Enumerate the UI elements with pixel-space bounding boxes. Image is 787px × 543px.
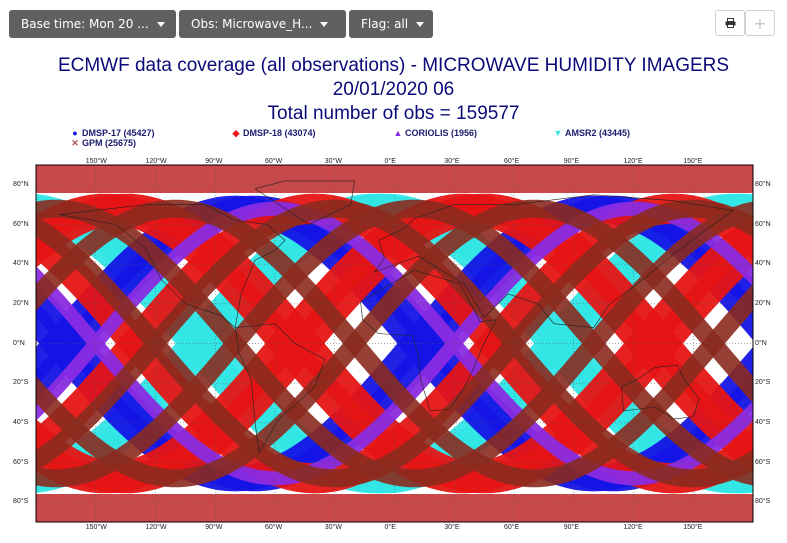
longitude-tick-label: 120°E <box>623 158 643 165</box>
base-time-label: Base time: Mon 20 ... <box>21 17 149 31</box>
chart-date: 20/01/2020 06 <box>332 79 455 100</box>
latitude-tick-label: 80°N <box>755 180 771 188</box>
latitude-tick-label: 20°N <box>13 299 29 307</box>
latitude-tick-label: 40°N <box>13 260 29 268</box>
legend-item-dmsp18: ◆ DMSP-18 (43074) <box>231 128 316 139</box>
longitude-tick-label: 90°W <box>205 158 223 165</box>
longitude-tick-label: 30°W <box>324 524 342 531</box>
chevron-down-icon <box>156 21 165 27</box>
diamond-marker-icon: ◆ <box>232 128 240 138</box>
latitude-tick-label: 60°N <box>13 220 29 228</box>
latitude-tick-label: 80°N <box>13 180 29 188</box>
circle-marker-icon: ● <box>72 128 78 138</box>
coastline <box>373 194 734 328</box>
coastline <box>360 269 497 412</box>
longitude-tick-label: 150°W <box>85 158 107 165</box>
longitude-tick-label: 90°E <box>563 524 580 531</box>
coastline <box>234 323 326 454</box>
longitude-tick-label: 120°W <box>145 158 167 165</box>
coastline <box>621 364 700 420</box>
latitude-tick-label: 20°N <box>755 299 771 307</box>
latitude-tick-label: 40°S <box>755 418 771 426</box>
latitude-tick-label: 20°S <box>755 379 771 387</box>
chart-total-obs: Total number of obs = 159577 <box>267 103 520 124</box>
longitude-tick-label: 150°E <box>683 158 703 165</box>
printer-icon <box>725 18 735 28</box>
legend-label: DMSP-18 (43074) <box>243 128 316 138</box>
longitude-tick-label: 30°E <box>444 524 460 531</box>
longitude-tick-label: 120°W <box>145 524 167 531</box>
legend-item-coriolis: ▲ CORIOLIS (1956) <box>393 128 478 138</box>
latitude-tick-label: 60°S <box>755 458 771 466</box>
longitude-tick-label: 150°E <box>683 524 703 531</box>
legend-item-dmsp17: ● DMSP-17 (45427) <box>70 128 155 138</box>
flag-dropdown[interactable]: Flag: all <box>349 10 433 38</box>
triangle-marker-icon: ▲ <box>393 128 403 138</box>
longitude-tick-label: 30°W <box>324 158 342 165</box>
coastline <box>254 180 356 225</box>
longitude-tick-label: 0°E <box>384 158 396 165</box>
latitude-tick-label: 0°N <box>13 339 25 347</box>
longitude-tick-label: 60°E <box>504 158 520 165</box>
graticule <box>36 165 753 522</box>
add-button[interactable]: + <box>745 10 775 36</box>
base-time-dropdown[interactable]: Base time: Mon 20 ... <box>9 10 176 38</box>
map-frame <box>35 164 754 523</box>
chevron-down-icon <box>320 21 329 27</box>
legend-label: AMSR2 (43445) <box>565 128 631 138</box>
longitude-tick-label: 0°E <box>384 524 396 531</box>
north-polar-band <box>36 165 753 193</box>
longitude-tick-label: 120°E <box>623 524 643 531</box>
latitude-tick-label: 40°N <box>755 260 771 268</box>
latitude-tick-label: 60°S <box>13 458 29 466</box>
longitude-tick-label: 60°E <box>504 524 520 531</box>
longitude-tick-label: 150°W <box>85 524 107 531</box>
latitude-tick-label: 60°N <box>755 220 771 228</box>
flag-label: Flag: all <box>361 17 409 31</box>
legend-item-amsr2: ▼ AMSR2 (43445) <box>553 128 631 138</box>
latitude-tick-label: 0°N <box>755 339 767 347</box>
latitude-tick-label: 80°S <box>755 498 771 506</box>
legend-label: GPM (25675) <box>82 138 137 148</box>
longitude-tick-label: 90°W <box>205 524 223 531</box>
obs-dropdown[interactable]: Obs: Microwave_H... <box>179 10 346 38</box>
cross-marker-icon: ✕ <box>71 138 79 148</box>
legend-item-gpm: ✕ GPM (25675) <box>70 138 136 149</box>
latitude-tick-label: 80°S <box>13 498 29 506</box>
print-button[interactable] <box>715 10 745 36</box>
legend-label: CORIOLIS (1956) <box>405 128 478 138</box>
satellite-swath <box>36 199 753 488</box>
plus-icon: + <box>753 13 767 33</box>
coastline-layer <box>59 180 734 454</box>
longitude-tick-label: 30°E <box>444 158 460 165</box>
longitude-tick-label: 60°W <box>265 158 283 165</box>
longitude-tick-label: 60°W <box>265 524 283 531</box>
chart-title: ECMWF data coverage (all observations) -… <box>57 55 730 76</box>
inverted-triangle-marker-icon: ▼ <box>553 128 563 138</box>
chevron-down-icon <box>416 21 425 27</box>
toolbar: Base time: Mon 20 ... Obs: Microwave_H..… <box>9 10 433 38</box>
satellite-swath <box>36 199 753 488</box>
legend-label: DMSP-17 (45427) <box>82 128 155 138</box>
obs-label: Obs: Microwave_H... <box>191 17 313 31</box>
latitude-tick-label: 20°S <box>13 379 29 387</box>
longitude-tick-label: 90°E <box>563 158 580 165</box>
latitude-tick-label: 40°S <box>13 418 29 426</box>
satellite-swath <box>36 199 753 488</box>
